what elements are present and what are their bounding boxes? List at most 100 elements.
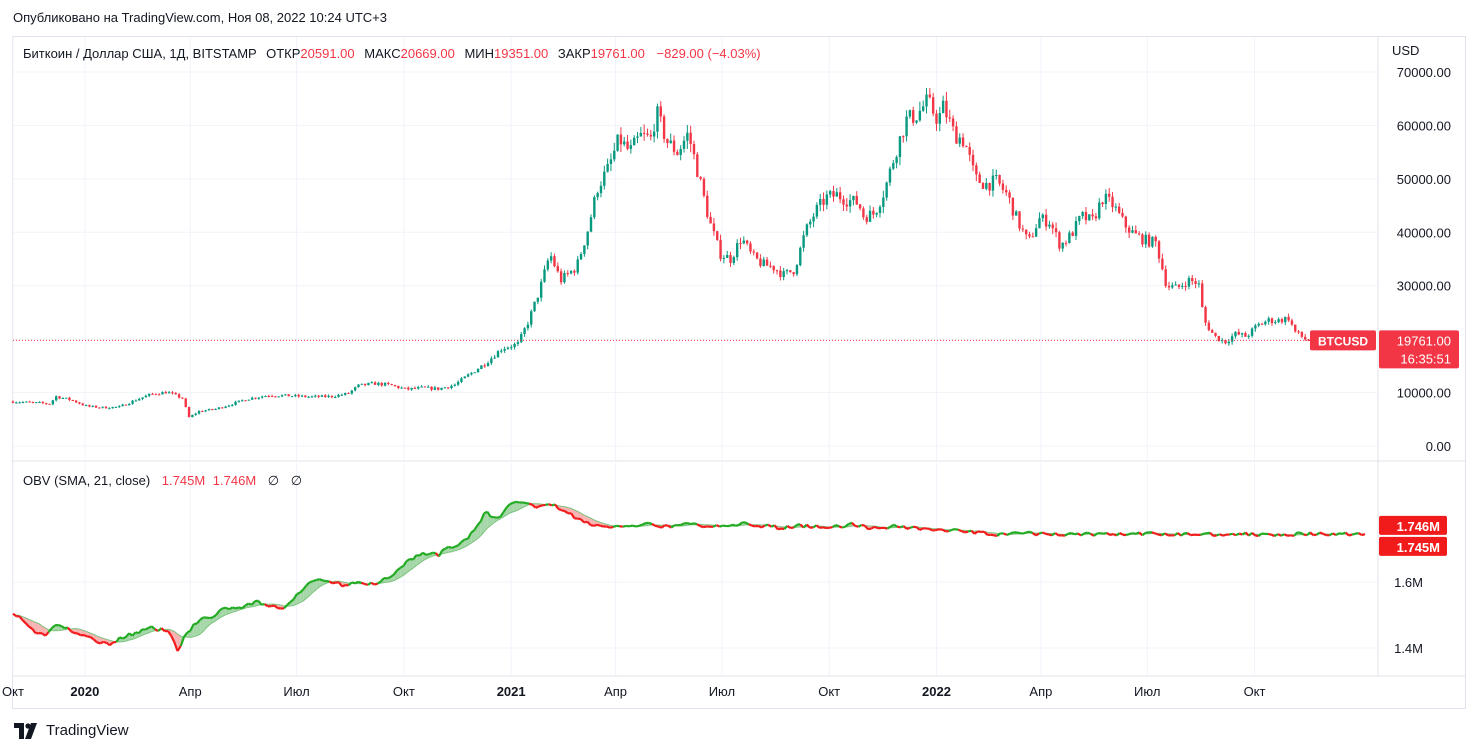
- last-price-label: 19761.00: [1397, 333, 1451, 348]
- obv-line-segment: [1315, 531, 1321, 536]
- candle-body: [64, 397, 68, 399]
- candle-body: [752, 251, 755, 253]
- obv-line-segment: [1022, 531, 1027, 535]
- candle-body: [1187, 278, 1191, 287]
- obv-line-segment: [18, 615, 24, 622]
- candle-body: [476, 368, 480, 373]
- obv-line-segment: [1129, 532, 1133, 536]
- candle-body: [606, 163, 609, 172]
- candle-body: [1054, 228, 1058, 233]
- candle-body: [144, 395, 148, 398]
- candle-body: [1277, 319, 1280, 323]
- obv-line-segment: [464, 537, 469, 541]
- candle-body: [58, 396, 61, 399]
- candle-body: [257, 397, 261, 399]
- obv-line-segment: [128, 632, 134, 637]
- obv-line-segment: [364, 582, 369, 586]
- candle-body: [609, 159, 613, 164]
- candle-body: [241, 400, 244, 402]
- candle-body: [167, 392, 171, 394]
- candle-body: [1224, 339, 1227, 344]
- candle-body: [38, 402, 41, 404]
- candle-body: [387, 382, 390, 384]
- obv-line-segment: [380, 577, 385, 583]
- obv-line-segment: [590, 524, 595, 527]
- obv-line-segment: [564, 510, 569, 515]
- x-tick-label: Апр: [179, 684, 202, 699]
- y-tick-label: 50000.00: [1397, 172, 1451, 187]
- candle-body: [373, 382, 377, 385]
- obv-line-segment: [144, 626, 150, 631]
- candle-body: [61, 397, 65, 399]
- obv-line-segment: [599, 524, 604, 528]
- obv-line-segment: [580, 518, 585, 524]
- symbol-title[interactable]: Биткоин / Доллар США, 1Д, BITSTAMP: [23, 46, 257, 61]
- candle-body: [1091, 214, 1094, 217]
- obv-line-segment: [1229, 532, 1233, 536]
- candle-body: [656, 106, 659, 132]
- candle-body: [865, 217, 868, 222]
- close-value: 19761.00: [590, 46, 645, 61]
- obv-line-segment: [612, 524, 617, 529]
- obv-line-segment: [831, 524, 837, 529]
- candle-body: [868, 210, 872, 222]
- candle-body: [101, 406, 104, 408]
- obv-line-segment: [829, 526, 833, 529]
- x-tick-label: Июл: [709, 684, 735, 699]
- candle-body: [121, 404, 124, 407]
- candle-body: [184, 398, 187, 408]
- tradingview-brand[interactable]: TradingView: [14, 722, 129, 739]
- candle-body: [108, 408, 111, 410]
- obv-line-segment: [486, 511, 492, 518]
- candle-body: [443, 387, 447, 389]
- candle-body: [599, 185, 603, 194]
- obv-line-segment: [651, 522, 656, 527]
- candle-body: [898, 136, 902, 158]
- obv-line-segment: [292, 593, 298, 600]
- obv-line-segment: [332, 581, 336, 585]
- candle-body: [231, 404, 234, 406]
- obv-line-segment: [732, 523, 737, 527]
- obv-fill-segment: [509, 502, 514, 514]
- obv-line-segment: [151, 625, 156, 631]
- obv-line-segment: [1038, 531, 1043, 535]
- candle-body: [450, 385, 453, 389]
- obv-line-segment: [21, 619, 27, 625]
- obv-line-segment: [12, 612, 17, 618]
- obv-line-segment: [1090, 532, 1095, 537]
- candle-body: [553, 256, 556, 267]
- candle-body: [171, 392, 174, 394]
- candle-body: [463, 376, 466, 379]
- candle-body: [234, 401, 237, 405]
- obv-line-segment: [596, 523, 601, 527]
- x-tick-label: Апр: [604, 684, 627, 699]
- candle-body: [1244, 333, 1247, 337]
- obv-line-segment: [392, 569, 398, 576]
- candle-body: [533, 301, 536, 312]
- candle-body: [81, 403, 84, 406]
- candle-body: [908, 110, 912, 117]
- candle-body: [902, 136, 905, 138]
- obv-line-segment: [848, 521, 853, 525]
- obv-line-segment: [60, 625, 66, 630]
- obv-line-segment: [660, 524, 666, 529]
- brand-name: TradingView: [46, 722, 129, 739]
- y-tick-label: 30000.00: [1397, 279, 1451, 294]
- obv-fill-segment: [480, 513, 485, 536]
- candle-body: [1038, 218, 1041, 229]
- candle-body: [636, 136, 639, 138]
- obv-line-segment: [696, 523, 701, 528]
- obv-title[interactable]: OBV (SMA, 21, close): [23, 473, 151, 488]
- candle-body: [789, 270, 792, 273]
- obv-fill-segment: [416, 555, 420, 566]
- obv-line-segment: [148, 625, 153, 629]
- candle-body: [848, 200, 852, 207]
- candle-body: [782, 271, 785, 278]
- obv-line-segment: [1100, 532, 1104, 535]
- candle-body: [1041, 214, 1044, 219]
- candle-body: [214, 408, 217, 410]
- candle-body: [1257, 323, 1260, 326]
- candle-body: [872, 210, 875, 215]
- obv-line-segment: [1173, 532, 1179, 537]
